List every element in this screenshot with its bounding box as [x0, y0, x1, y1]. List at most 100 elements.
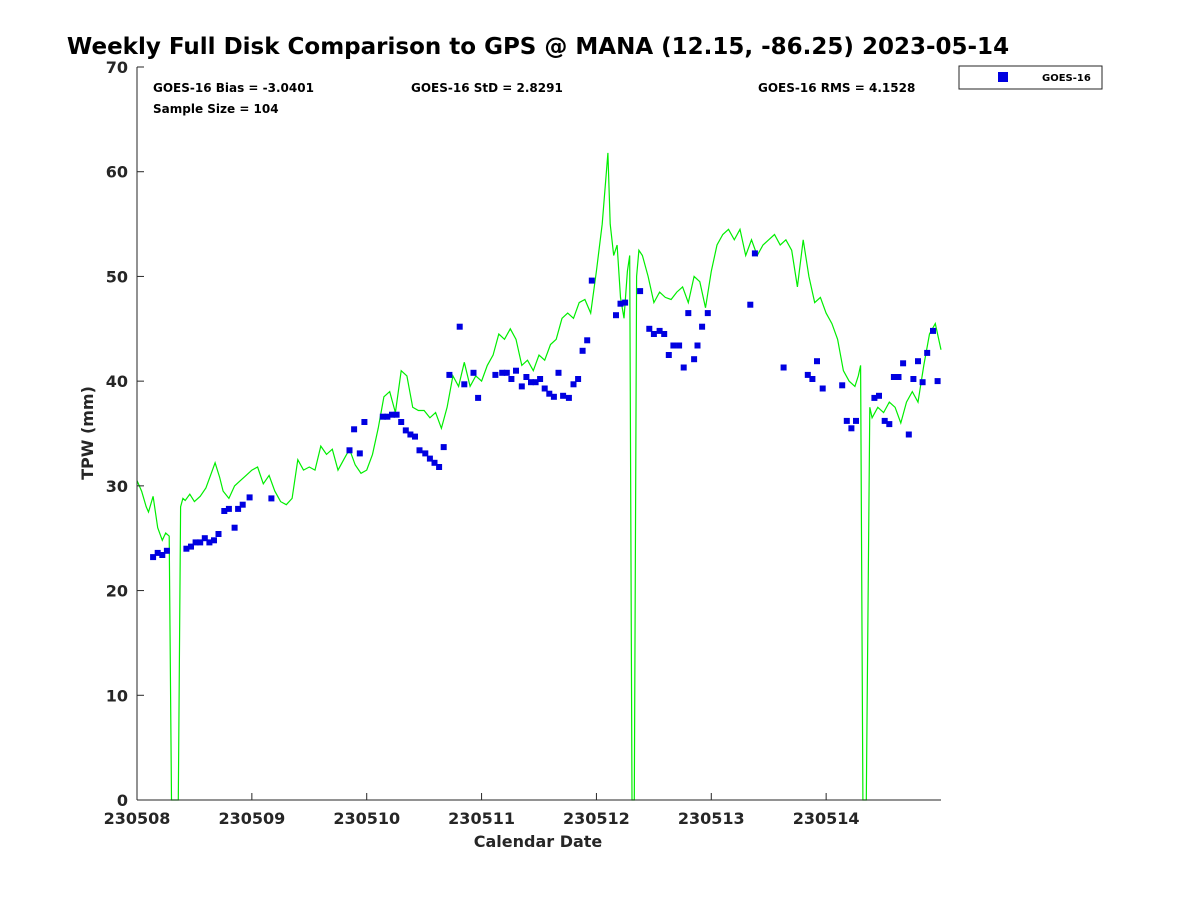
bias-label: GOES-16 Bias = -3.0401 [153, 81, 314, 95]
goes16-data-point [416, 447, 423, 454]
chart-title: Weekly Full Disk Comparison to GPS @ MAN… [67, 34, 1009, 60]
goes16-data-point [412, 433, 418, 440]
goes16-data-point [550, 393, 557, 400]
goes16-data-point [351, 426, 358, 433]
goes16-data-point [470, 369, 477, 376]
goes16-data-point [704, 310, 711, 317]
x-tick-label: 230512 [563, 809, 630, 828]
goes16-data-point [513, 367, 519, 374]
y-tick-label: 50 [106, 267, 128, 286]
goes16-data-point [422, 450, 429, 457]
goes16-data-point [617, 300, 624, 307]
goes16-data-point [560, 392, 567, 399]
goes16-data-point [201, 535, 208, 542]
goes16-data-point [579, 347, 586, 354]
goes16-data-point [876, 392, 882, 399]
x-tick-label: 230510 [333, 809, 400, 828]
goes16-data-point [910, 376, 917, 382]
goes16-data-point [393, 411, 400, 418]
gps-series-line [136, 152, 942, 801]
goes16-data-point [565, 394, 572, 401]
goes16-data-point [188, 543, 194, 550]
y-tick-label: 60 [106, 163, 128, 182]
goes16-data-point [154, 549, 161, 556]
goes16-data-point [426, 455, 433, 462]
goes16-data-point [246, 494, 253, 501]
goes16-data-point [809, 376, 816, 382]
goes16-data-point [699, 323, 706, 330]
x-tick-label: 230513 [678, 809, 745, 828]
goes16-data-point [656, 327, 663, 334]
goes16-data-point [235, 505, 242, 512]
goes16-data-point [499, 369, 506, 376]
legend-marker-goes16 [998, 72, 1008, 82]
goes16-data-point [665, 352, 672, 358]
sample-size-label: Sample Size = 104 [153, 102, 279, 116]
goes16-data-point [613, 312, 619, 319]
goes16-data-point [206, 539, 213, 546]
goes16-data-point [528, 379, 534, 386]
goes16-data-point [231, 524, 238, 531]
goes16-data-point [839, 382, 846, 389]
goes16-data-point [518, 383, 525, 390]
goes16-data-point [523, 374, 530, 380]
y-tick-label: 40 [106, 372, 128, 391]
goes16-data-point [492, 371, 499, 378]
goes16-data-point [843, 417, 850, 424]
x-tick-label: 230514 [793, 809, 860, 828]
goes16-data-point [930, 327, 936, 334]
rms-label: GOES-16 RMS = 4.1528 [758, 81, 915, 95]
goes16-data-point [555, 369, 562, 376]
goes16-data-point [183, 545, 190, 552]
goes16-data-point [890, 374, 897, 380]
goes16-data-point [225, 505, 232, 512]
goes16-data-point [853, 417, 859, 424]
goes16-data-point [436, 464, 443, 470]
goes16-data-point [905, 431, 912, 438]
goes16-data-point [751, 250, 758, 257]
goes16-data-point [676, 342, 683, 349]
goes16-data-point [163, 547, 170, 554]
x-tick-label: 230511 [448, 809, 515, 828]
goes16-data-point [356, 450, 363, 457]
goes16-data-point [570, 381, 577, 388]
goes16-data-point [407, 431, 414, 438]
x-tick-label: 230509 [218, 809, 285, 828]
goes16-data-point [934, 378, 941, 385]
goes16-data-point [780, 364, 787, 371]
goes16-data-point [192, 539, 199, 546]
goes16-data-point [541, 385, 548, 392]
goes16-data-point [221, 508, 228, 514]
goes16-data-point [456, 323, 463, 330]
goes16-data-point [670, 342, 677, 349]
goes16-data-point [268, 495, 275, 502]
plot-area: 0 10 20 30 40 50 60 70 230508 230509 230510 230511 2… [104, 58, 942, 828]
legend-box [958, 65, 1103, 90]
x-tick-label: 230508 [104, 809, 171, 828]
goes16-data-point [886, 421, 893, 428]
goes16-data-point [584, 337, 591, 344]
goes16-data-point [685, 310, 692, 317]
y-tick-label: 20 [106, 582, 128, 601]
y-tick-label: 30 [106, 477, 128, 496]
goes16-data-point [588, 277, 595, 284]
y-axis-label: TPW (mm) [78, 386, 97, 480]
goes16-data-point [398, 419, 405, 425]
goes16-data-point [532, 379, 539, 386]
goes16-data-point [431, 459, 438, 466]
y-tick-label: 10 [106, 686, 128, 705]
x-axis-label: Calendar Date [474, 832, 603, 851]
goes16-data-point [537, 376, 544, 382]
goes16-data-point [361, 419, 368, 425]
goes16-data-point [211, 537, 217, 544]
legend-label-goes16: GOES-16 [1042, 73, 1091, 84]
goes16-data-point [389, 411, 395, 418]
goes16-data-point [402, 427, 409, 434]
goes16-data-point [814, 358, 820, 365]
goes16-data-point [379, 413, 386, 420]
goes16-data-point [694, 342, 701, 349]
goes16-data-point [680, 364, 687, 371]
goes16-data-point [346, 447, 353, 454]
goes16-data-point [461, 381, 468, 388]
goes16-data-point [637, 288, 644, 295]
